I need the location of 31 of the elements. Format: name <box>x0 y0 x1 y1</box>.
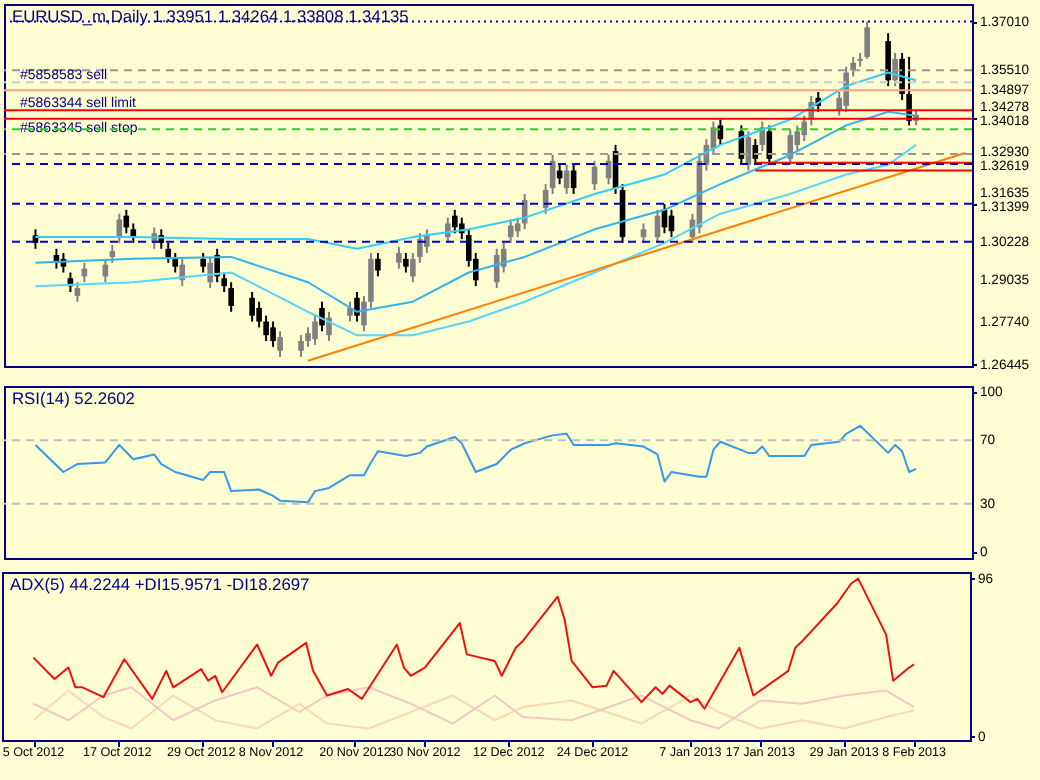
candlestick <box>424 228 430 255</box>
candlestick <box>347 300 353 323</box>
candlestick <box>298 334 304 358</box>
candlestick <box>312 314 318 346</box>
candlestick <box>74 281 81 303</box>
candlestick <box>452 208 458 235</box>
chart-title: RSI(14) 52.2602 <box>12 388 136 408</box>
candlestick <box>507 218 514 244</box>
chart-title: EURUSD_m,Daily 1.33951 1.34264 1.33808 1.34135 <box>12 6 410 26</box>
line-series <box>34 143 918 337</box>
line-series <box>34 424 918 504</box>
candlestick <box>354 290 360 323</box>
candlestick <box>179 257 186 288</box>
candlestick <box>375 252 381 278</box>
candlestick <box>864 20 870 60</box>
chart-title: ADX(5) 44.2244 +DI15.9571 -DI18.2697 <box>10 574 311 594</box>
candlestick <box>640 222 647 244</box>
candlestick <box>493 247 500 290</box>
candlestick <box>885 32 891 88</box>
candlestick <box>396 245 402 270</box>
candlestick <box>228 281 234 313</box>
candlestick <box>207 255 213 290</box>
candlestick <box>165 241 172 264</box>
candlestick <box>200 252 206 274</box>
candlestick <box>249 290 255 323</box>
candlestick <box>787 128 794 166</box>
candlestick <box>445 216 451 244</box>
candlestick <box>277 330 283 358</box>
candlestick <box>319 300 325 333</box>
candlestick <box>270 320 276 348</box>
candlestick <box>403 252 409 274</box>
